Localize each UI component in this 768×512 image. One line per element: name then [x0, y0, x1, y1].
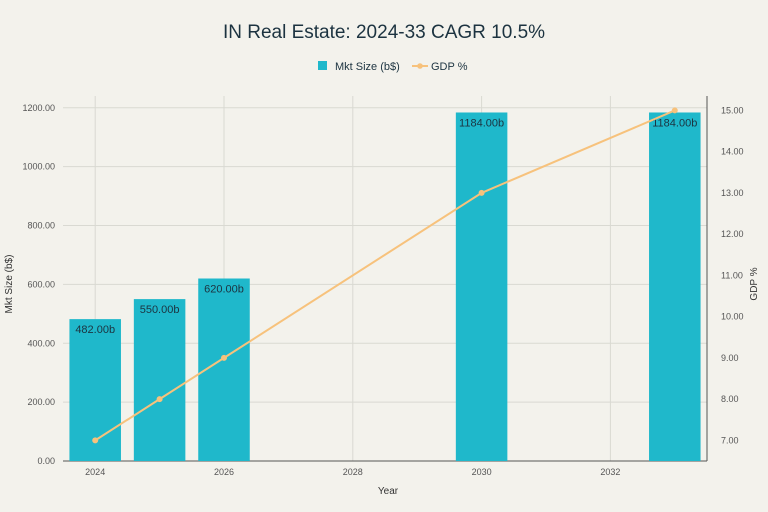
bar-series — [69, 112, 701, 461]
legend: Mkt Size (b$) GDP % — [318, 61, 468, 73]
y-tick-label: 0.00 — [37, 456, 55, 466]
y2-tick-label: 12.00 — [721, 229, 744, 239]
bar — [133, 299, 186, 461]
bar — [649, 112, 701, 461]
y2-axis-label: GDP % — [749, 267, 760, 300]
y2-tick-label: 9.00 — [721, 353, 739, 363]
x-axis-label: Year — [378, 486, 399, 497]
bar-data-label: 620.00b — [204, 284, 244, 296]
y-axis-ticks: 0.00 200.00 400.00 600.00 800.00 1000.00 1200.… — [22, 103, 55, 466]
grid — [63, 96, 708, 462]
y2-tick-label: 15.00 — [721, 105, 744, 115]
y-tick-label: 600.00 — [27, 279, 55, 289]
line-series — [92, 107, 678, 444]
y-tick-label: 1200.00 — [22, 103, 55, 113]
bar-data-label: 482.00b — [75, 324, 115, 336]
bar — [69, 319, 121, 461]
y2-tick-label: 8.00 — [721, 394, 739, 404]
x-tick-label: 2028 — [343, 467, 363, 477]
bar-data-labels: 482.00b 550.00b 620.00b 1184.00b 1184.00b — [75, 117, 697, 336]
y-tick-label: 200.00 — [27, 397, 55, 407]
y-tick-label: 800.00 — [27, 221, 55, 231]
legend-label-bar: Mkt Size (b$) — [335, 61, 400, 73]
bar — [455, 112, 508, 461]
gdp-point — [671, 107, 678, 114]
x-tick-label: 2026 — [214, 467, 234, 477]
x-tick-label: 2024 — [85, 467, 105, 477]
gdp-point — [156, 396, 163, 403]
gdp-point — [478, 189, 485, 196]
bar-data-label: 550.00b — [140, 304, 180, 316]
y2-axis-ticks: 7.00 8.00 9.00 10.00 11.00 12.00 13.00 14.00 15.… — [721, 105, 744, 445]
gdp-point — [92, 437, 99, 444]
bar-data-label: 1184.00b — [652, 117, 697, 129]
gdp-point — [221, 354, 227, 361]
x-tick-label: 2032 — [600, 467, 620, 477]
x-tick-label: 2030 — [472, 467, 492, 477]
legend-label-line: GDP % — [431, 61, 468, 73]
y-tick-label: 1000.00 — [22, 162, 55, 172]
y-axis-label: Mkt Size (b$) — [4, 255, 15, 314]
bar-data-label: 1184.00b — [459, 117, 504, 129]
y-tick-label: 400.00 — [27, 338, 55, 348]
y2-tick-label: 11.00 — [721, 270, 743, 280]
legend-swatch-bar — [318, 61, 327, 70]
y2-tick-label: 14.00 — [721, 147, 744, 157]
y2-tick-label: 13.00 — [721, 188, 744, 198]
y2-tick-label: 10.00 — [721, 312, 744, 322]
legend-swatch-marker — [417, 63, 423, 69]
chart-title: IN Real Estate: 2024-33 CAGR 10.5% — [223, 22, 545, 43]
y2-tick-label: 7.00 — [721, 435, 739, 445]
x-axis-ticks: 2024 2026 2028 2030 2032 — [85, 467, 620, 477]
